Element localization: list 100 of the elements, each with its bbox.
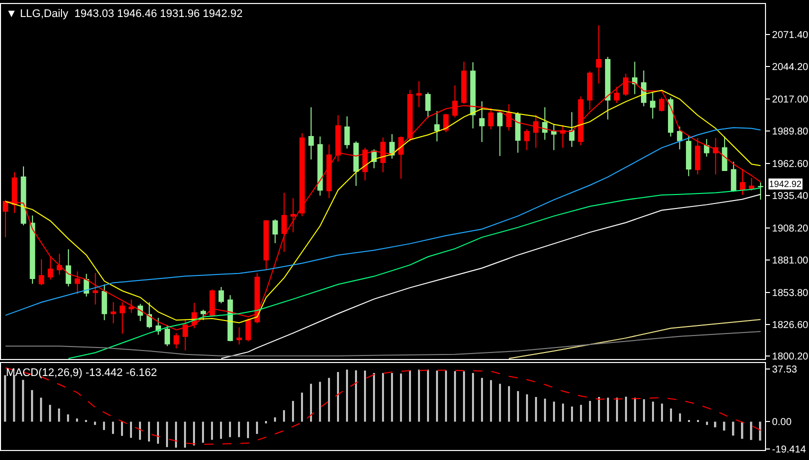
y-tick-label: 1881.00 <box>772 256 809 267</box>
bar <box>157 422 159 444</box>
bar <box>616 398 618 422</box>
candlestick <box>560 124 566 148</box>
bar <box>94 422 96 425</box>
bar <box>292 400 294 422</box>
bar <box>499 384 501 422</box>
bar <box>130 422 132 438</box>
candlestick <box>515 112 521 154</box>
candlestick <box>92 272 98 306</box>
bar <box>589 400 591 422</box>
candlestick <box>434 110 440 142</box>
candlestick <box>650 92 656 120</box>
bar <box>625 396 627 422</box>
y-tick-label: 2044.20 <box>772 62 809 74</box>
candlestick <box>497 112 503 156</box>
bar <box>139 422 141 440</box>
bar <box>112 422 114 434</box>
candlestick <box>569 112 574 148</box>
bar <box>706 422 708 425</box>
bar <box>732 422 734 436</box>
bar <box>310 384 312 422</box>
bar <box>247 422 249 438</box>
bar <box>229 422 231 438</box>
line-series <box>4 127 762 316</box>
bar <box>238 422 240 438</box>
y-tick-label: 1826.60 <box>772 320 809 332</box>
candlestick <box>335 114 341 162</box>
candlestick <box>344 116 350 149</box>
bar <box>49 404 52 422</box>
bar <box>723 422 726 431</box>
bar <box>661 404 663 422</box>
bar <box>193 422 195 446</box>
bar <box>580 404 582 422</box>
bar <box>400 374 402 422</box>
candlestick <box>722 136 728 172</box>
candlestick <box>281 192 287 252</box>
candlestick <box>704 138 710 158</box>
bar <box>508 386 510 422</box>
bar <box>714 422 716 428</box>
candlestick <box>200 309 206 321</box>
bar <box>670 408 672 422</box>
line-series <box>4 331 762 356</box>
candlestick <box>254 272 260 324</box>
bar <box>634 398 636 422</box>
candlestick <box>641 70 646 107</box>
candlestick <box>551 124 557 151</box>
candlestick <box>218 286 224 304</box>
candlestick <box>228 294 233 342</box>
candlestick <box>263 219 269 270</box>
bar <box>58 408 60 422</box>
candlestick <box>488 108 494 130</box>
candlestick <box>56 253 62 276</box>
bar <box>607 398 609 422</box>
bar <box>301 392 303 422</box>
candlestick <box>596 24 602 84</box>
candlestick <box>668 96 674 138</box>
bar <box>22 380 24 422</box>
bar <box>121 422 123 436</box>
candlestick <box>470 62 476 129</box>
candlestick <box>416 80 422 108</box>
candlestick <box>542 106 548 140</box>
bar <box>40 398 42 422</box>
bar <box>517 391 519 422</box>
bar <box>427 370 429 422</box>
bar <box>319 382 321 422</box>
bar <box>67 414 70 422</box>
candlestick <box>578 96 584 146</box>
candlestick <box>66 248 72 287</box>
chart-title: ▼ LLG,Daily 1943.03 1946.46 1931.96 1942.92 <box>6 8 243 20</box>
candlestick <box>479 100 485 142</box>
bar <box>418 370 420 422</box>
candlestick <box>658 96 664 112</box>
candlestick <box>605 56 610 120</box>
bar <box>148 422 150 442</box>
candlestick <box>712 138 718 175</box>
bar <box>535 396 537 422</box>
bar <box>202 422 204 443</box>
bar <box>328 378 330 422</box>
bar <box>481 378 483 422</box>
candlestick <box>398 136 404 180</box>
bar <box>571 406 573 422</box>
candlestick <box>533 114 539 148</box>
candlestick <box>74 270 80 295</box>
bar <box>643 399 645 422</box>
bar <box>553 402 555 422</box>
y-tick-label: 1908.20 <box>772 223 809 234</box>
bar <box>652 402 654 422</box>
bar <box>283 410 285 422</box>
candlestick <box>290 198 296 233</box>
candlestick <box>353 140 359 186</box>
text: 1942.92 <box>769 179 802 189</box>
candlestick <box>317 136 323 196</box>
bar <box>436 370 438 422</box>
candlestick <box>308 106 314 160</box>
candlestick <box>272 218 278 244</box>
candlestick <box>632 61 638 95</box>
candlestick <box>425 92 431 118</box>
y-tick-label: 1800.20 <box>772 351 809 362</box>
y-tick-label: 0.00 <box>772 417 792 428</box>
